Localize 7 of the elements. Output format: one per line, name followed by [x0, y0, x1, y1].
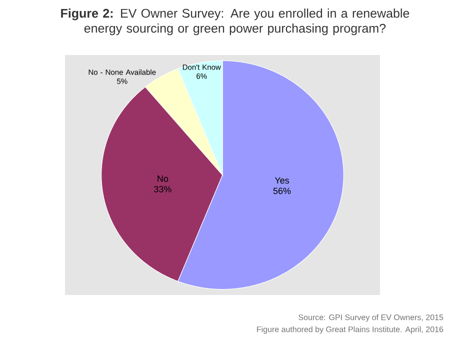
slice-label: No [158, 176, 168, 182]
source-note: Source: GPI Survey of EV Owners, 2015 [298, 314, 444, 322]
data-label: 33% [154, 186, 172, 192]
data-label: 56% [273, 188, 291, 194]
text: Figure authored by Great Plains Institute. April, 2016 [257, 326, 444, 334]
slice-label: Yes [274, 177, 290, 184]
chart-title: Figure 2: EV Owner Survey: Are you enrolled in a renewable energy sourcing or green power purchasing program? [61, 8, 410, 36]
